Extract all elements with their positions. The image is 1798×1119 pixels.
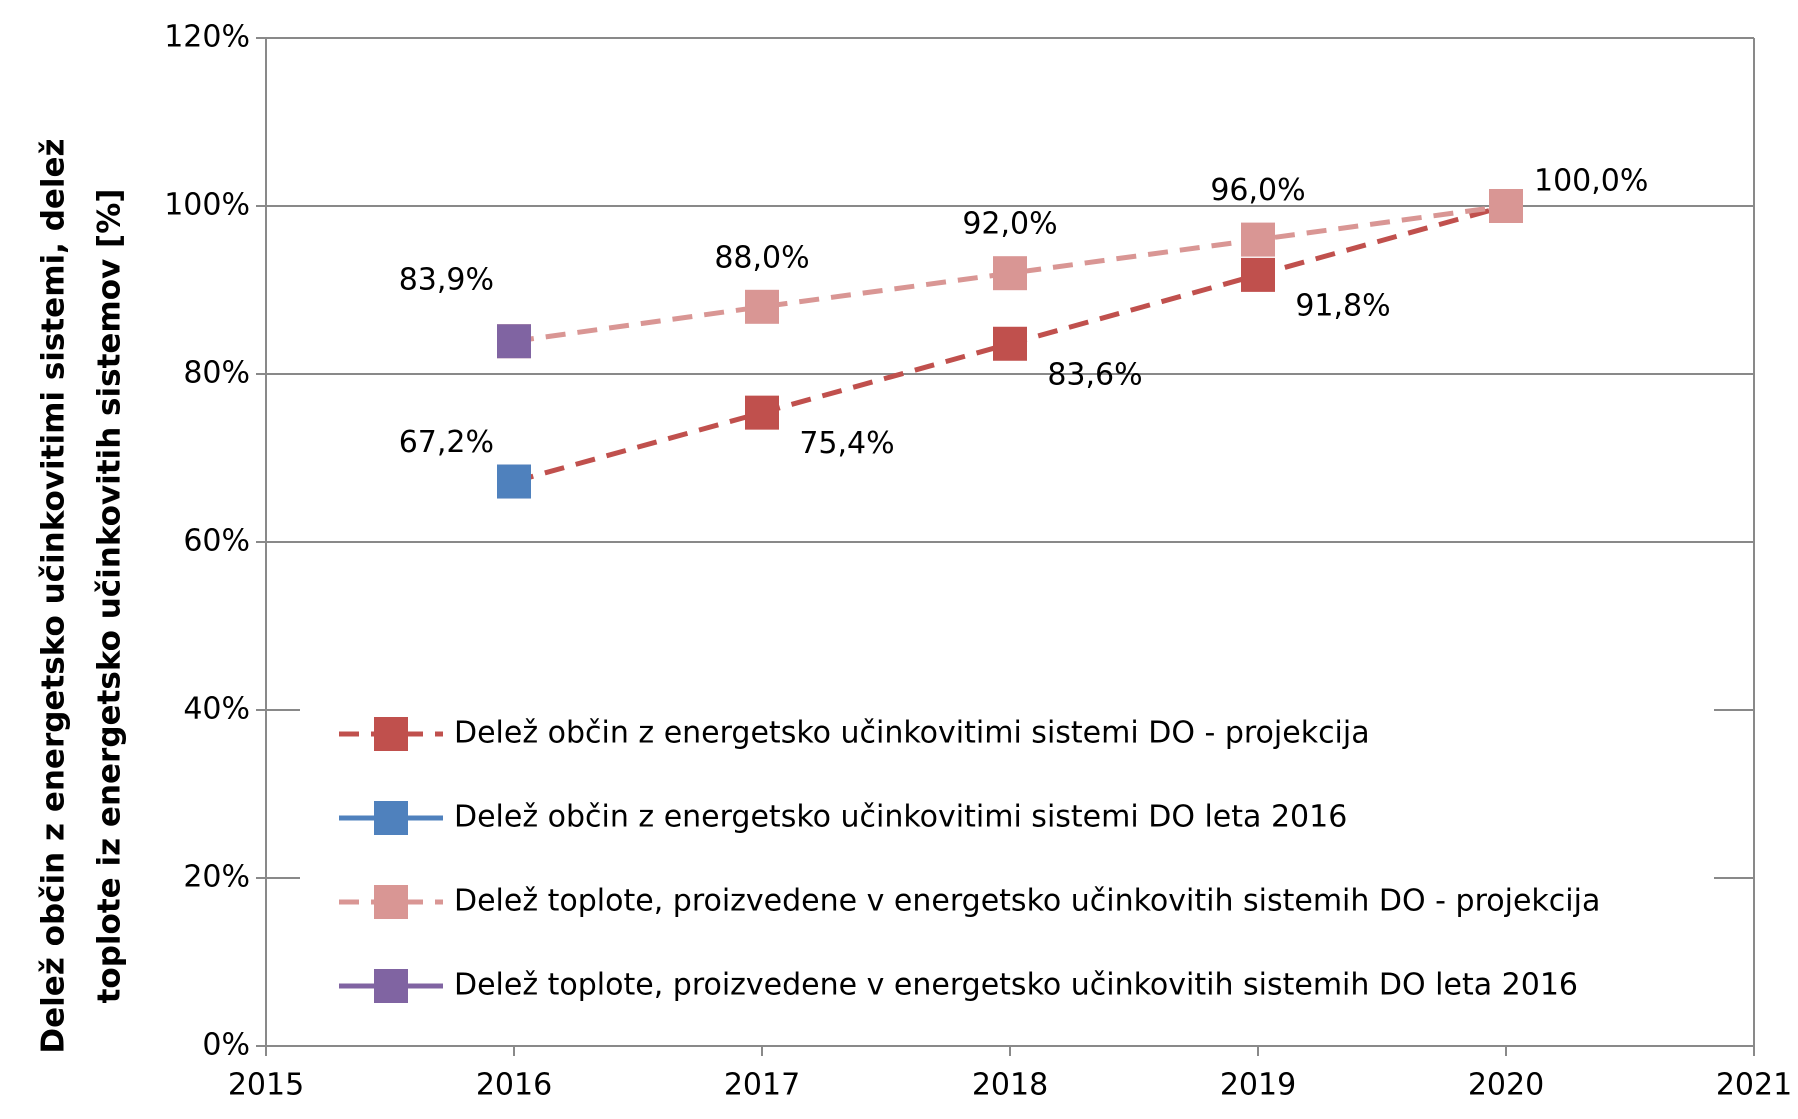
legend-label: Delež toplote, proizvedene v energetsko … <box>454 884 1600 919</box>
legend: Delež občin z energetsko učinkovitimi si… <box>300 700 1714 1020</box>
marker <box>745 395 779 430</box>
legend-marker <box>374 801 408 835</box>
y-axis-title-line: toplote iz energetsko učinkovitih sistem… <box>92 189 128 1004</box>
x-tick-label: 2021 <box>1716 1068 1792 1103</box>
marker <box>1241 222 1275 257</box>
y-tick-label: 100% <box>164 188 250 223</box>
y-axis-title: toplote iz energetsko učinkovitih sistem… <box>92 189 128 1004</box>
legend-box <box>300 700 1714 1020</box>
legend-marker <box>374 717 408 751</box>
data-label: 67,2% <box>399 425 494 460</box>
y-tick-label: 40% <box>183 692 250 727</box>
y-tick-label: 60% <box>183 524 250 559</box>
data-label: 91,8% <box>1295 288 1390 323</box>
x-tick-label: 2018 <box>972 1068 1048 1103</box>
x-tick-label: 2017 <box>724 1068 800 1103</box>
data-label: 75,4% <box>799 426 894 461</box>
legend-label: Delež občin z energetsko učinkovitimi si… <box>454 716 1370 751</box>
x-tick-label: 2019 <box>1220 1068 1296 1103</box>
marker <box>497 324 531 359</box>
marker <box>1489 189 1523 223</box>
legend-marker <box>374 969 408 1003</box>
legend-marker <box>374 885 408 919</box>
marker <box>745 289 779 324</box>
y-tick-label: 120% <box>164 20 250 55</box>
marker <box>993 326 1027 361</box>
legend-label: Delež občin z energetsko učinkovitimi si… <box>454 800 1347 835</box>
y-axis-title: Delež občin z energetsko učinkovitimi si… <box>36 138 72 1053</box>
y-tick-label: 80% <box>183 356 250 391</box>
data-label: 100,0% <box>1534 164 1648 199</box>
legend-label: Delež toplote, proizvedene v energetsko … <box>454 968 1578 1003</box>
y-axis-title-line: Delež občin z energetsko učinkovitimi si… <box>36 138 72 1053</box>
y-tick-label: 0% <box>202 1028 250 1063</box>
data-label: 92,0% <box>962 207 1057 242</box>
marker <box>1241 257 1275 292</box>
data-label: 88,0% <box>714 240 809 275</box>
marker <box>497 464 531 499</box>
x-tick-label: 2016 <box>476 1068 552 1103</box>
y-tick-label: 20% <box>183 860 250 895</box>
data-label: 83,6% <box>1047 357 1142 392</box>
x-tick-label: 2020 <box>1468 1068 1544 1103</box>
series-line <box>513 203 1507 344</box>
data-label: 96,0% <box>1210 173 1305 208</box>
marker <box>993 256 1027 291</box>
x-tick-label: 2015 <box>228 1068 304 1103</box>
data-label: 83,9% <box>399 263 494 298</box>
